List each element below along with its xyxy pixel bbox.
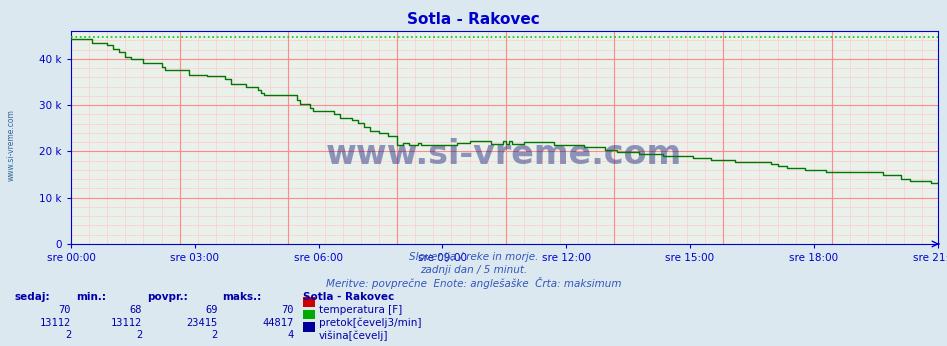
Text: temperatura [F]: temperatura [F] [319,305,402,315]
Text: 2: 2 [64,330,71,340]
Text: 44817: 44817 [262,318,294,328]
Text: 2: 2 [211,330,218,340]
Text: povpr.:: povpr.: [147,292,188,302]
Text: višina[čevelj]: višina[čevelj] [319,330,388,340]
Text: 4: 4 [287,330,294,340]
Text: min.:: min.: [76,292,106,302]
Text: 13112: 13112 [111,318,142,328]
Text: maks.:: maks.: [223,292,261,302]
Text: zadnji dan / 5 minut.: zadnji dan / 5 minut. [420,265,527,275]
Text: 70: 70 [281,305,294,315]
Text: 23415: 23415 [187,318,218,328]
Text: Sotla - Rakovec: Sotla - Rakovec [407,12,540,27]
Text: Sotla - Rakovec: Sotla - Rakovec [303,292,394,302]
Text: 69: 69 [205,305,218,315]
Text: 2: 2 [135,330,142,340]
Text: www.si-vreme.com: www.si-vreme.com [7,109,16,181]
Text: Meritve: povprečne  Enote: anglešaške  Črta: maksimum: Meritve: povprečne Enote: anglešaške Črt… [326,277,621,290]
Text: pretok[čevelj3/min]: pretok[čevelj3/min] [319,318,421,328]
Text: Slovenija / reke in morje.: Slovenija / reke in morje. [409,252,538,262]
Text: 13112: 13112 [40,318,71,328]
Text: 70: 70 [59,305,71,315]
Text: sedaj:: sedaj: [14,292,50,302]
Text: 68: 68 [130,305,142,315]
Text: www.si-vreme.com: www.si-vreme.com [326,138,683,171]
